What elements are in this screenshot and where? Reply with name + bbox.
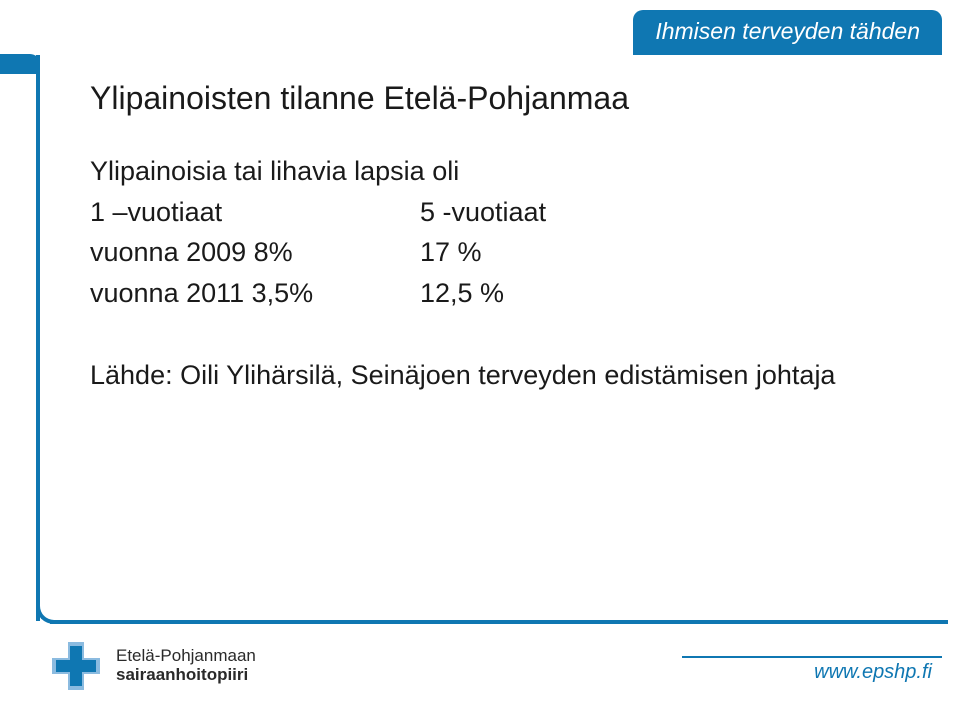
row-value: 17 %	[420, 232, 620, 273]
col-header-1: 1 –vuotiaat	[90, 192, 420, 233]
logo-text: Etelä-Pohjanmaan sairaanhoitopiiri	[116, 647, 256, 684]
slide: Ihmisen terveyden tähden Ylipainoisten t…	[0, 0, 960, 702]
intro-line: Ylipainoisia tai lihavia lapsia oli	[90, 151, 890, 192]
logo-line2: sairaanhoitopiiri	[116, 666, 256, 685]
col-header-2: 5 -vuotiaat	[420, 192, 620, 233]
body-text: Ylipainoisia tai lihavia lapsia oli 1 –v…	[90, 151, 890, 396]
table-row: vuonna 2011 3,5% 12,5 %	[90, 273, 890, 314]
row-label: vuonna 2009 8%	[90, 232, 420, 273]
row-label: vuonna 2011 3,5%	[90, 273, 420, 314]
content-area: Ylipainoisten tilanne Etelä-Pohjanmaa Yl…	[90, 80, 890, 396]
logo-line1: Etelä-Pohjanmaan	[116, 647, 256, 666]
footer: Etelä-Pohjanmaan sairaanhoitopiiri www.e…	[0, 624, 960, 702]
frame-decoration	[36, 55, 40, 621]
org-logo: Etelä-Pohjanmaan sairaanhoitopiiri	[48, 638, 256, 694]
page-title: Ylipainoisten tilanne Etelä-Pohjanmaa	[90, 80, 890, 117]
source-line: Lähde: Oili Ylihärsilä, Seinäjoen tervey…	[90, 355, 890, 396]
row-value: 12,5 %	[420, 273, 620, 314]
table-row: vuonna 2009 8% 17 %	[90, 232, 890, 273]
table-header-row: 1 –vuotiaat 5 -vuotiaat	[90, 192, 890, 233]
cross-icon	[48, 638, 104, 694]
frame-decoration	[0, 54, 40, 74]
url-divider	[682, 656, 942, 658]
header-tagline: Ihmisen terveyden tähden	[633, 10, 942, 55]
footer-url: www.epshp.fi	[814, 661, 932, 684]
